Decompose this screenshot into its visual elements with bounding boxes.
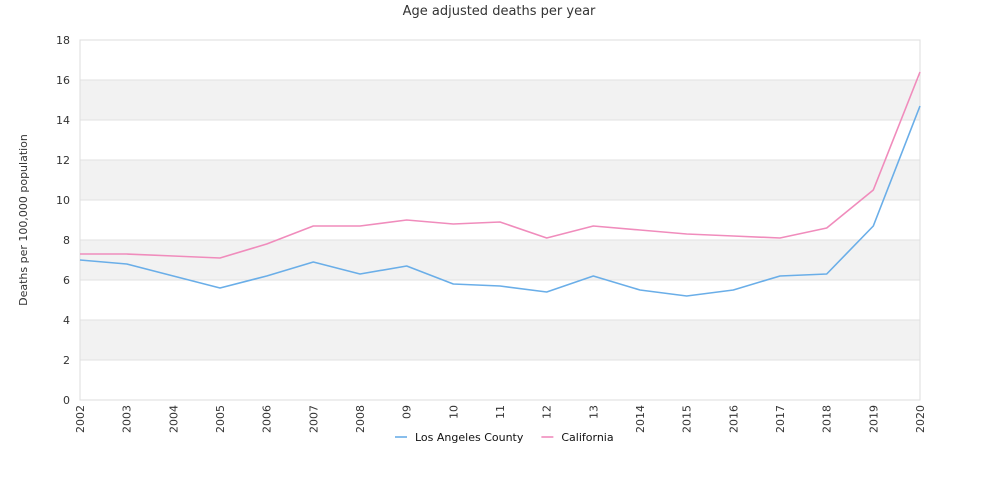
grid-band bbox=[80, 80, 920, 120]
x-tick-label: 2003 bbox=[121, 405, 134, 433]
y-tick-label: 0 bbox=[63, 394, 70, 407]
grid-band bbox=[80, 240, 920, 280]
x-tick-label: 2018 bbox=[821, 405, 834, 433]
y-tick-label: 4 bbox=[63, 314, 70, 327]
y-tick-label: 18 bbox=[56, 34, 70, 47]
x-tick-label: 13 bbox=[587, 405, 600, 419]
x-tick-label: 2004 bbox=[167, 405, 180, 433]
legend-label: California bbox=[561, 431, 613, 444]
legend-label: Los Angeles County bbox=[415, 431, 524, 444]
x-tick-label: 2015 bbox=[681, 405, 694, 433]
y-axis: 0 2 4 6 8 10 12 14 16 18 bbox=[56, 34, 70, 407]
series-line-1[interactable] bbox=[80, 71, 921, 259]
grid-band bbox=[80, 200, 920, 240]
grid-band bbox=[80, 40, 920, 80]
legend[interactable]: Los Angeles County California bbox=[395, 431, 614, 444]
y-tick-label: 6 bbox=[63, 274, 70, 287]
grid-band bbox=[80, 120, 920, 160]
plot-frame bbox=[79, 39, 921, 401]
x-tick-label: 2019 bbox=[867, 405, 880, 433]
y-tick-label: 14 bbox=[56, 114, 70, 127]
x-tick-label: 2006 bbox=[261, 405, 274, 433]
legend-item-1[interactable]: California bbox=[541, 431, 614, 444]
y-tick-label: 8 bbox=[63, 234, 70, 247]
x-tick-label: 2008 bbox=[354, 405, 367, 433]
x-axis: 2002 2003 2004 2005 2006 2007 2008 09 10 11 12 13 20… bbox=[74, 405, 927, 433]
legend-item-0[interactable]: Los Angeles County bbox=[395, 431, 524, 444]
series-lines bbox=[79, 71, 921, 297]
x-tick-label: 2020 bbox=[914, 405, 927, 433]
x-tick-label: 2016 bbox=[727, 405, 740, 433]
x-tick-label: 10 bbox=[447, 405, 460, 419]
grid-bands bbox=[80, 39, 920, 401]
grid-band bbox=[80, 160, 920, 200]
x-tick-label: 12 bbox=[541, 405, 554, 419]
grid-band bbox=[80, 320, 920, 360]
x-tick-label: 2002 bbox=[74, 405, 87, 433]
y-tick-label: 16 bbox=[56, 74, 70, 87]
chart-title: Age adjusted deaths per year bbox=[403, 4, 596, 19]
y-tick-label: 10 bbox=[56, 194, 70, 207]
x-tick-label: 2014 bbox=[634, 405, 647, 433]
series-line-0[interactable] bbox=[79, 105, 921, 297]
grid-band bbox=[80, 360, 920, 400]
x-tick-label: 2017 bbox=[774, 405, 787, 433]
y-tick-label: 12 bbox=[56, 154, 70, 167]
x-tick-label: 09 bbox=[401, 405, 414, 419]
x-tick-label: 11 bbox=[494, 405, 507, 419]
x-tick-label: 2005 bbox=[214, 405, 227, 433]
y-tick-label: 2 bbox=[63, 354, 70, 367]
x-tick-label: 2007 bbox=[307, 405, 320, 433]
plot-border bbox=[79, 39, 921, 401]
y-axis-title: Deaths per 100,000 population bbox=[17, 134, 30, 306]
